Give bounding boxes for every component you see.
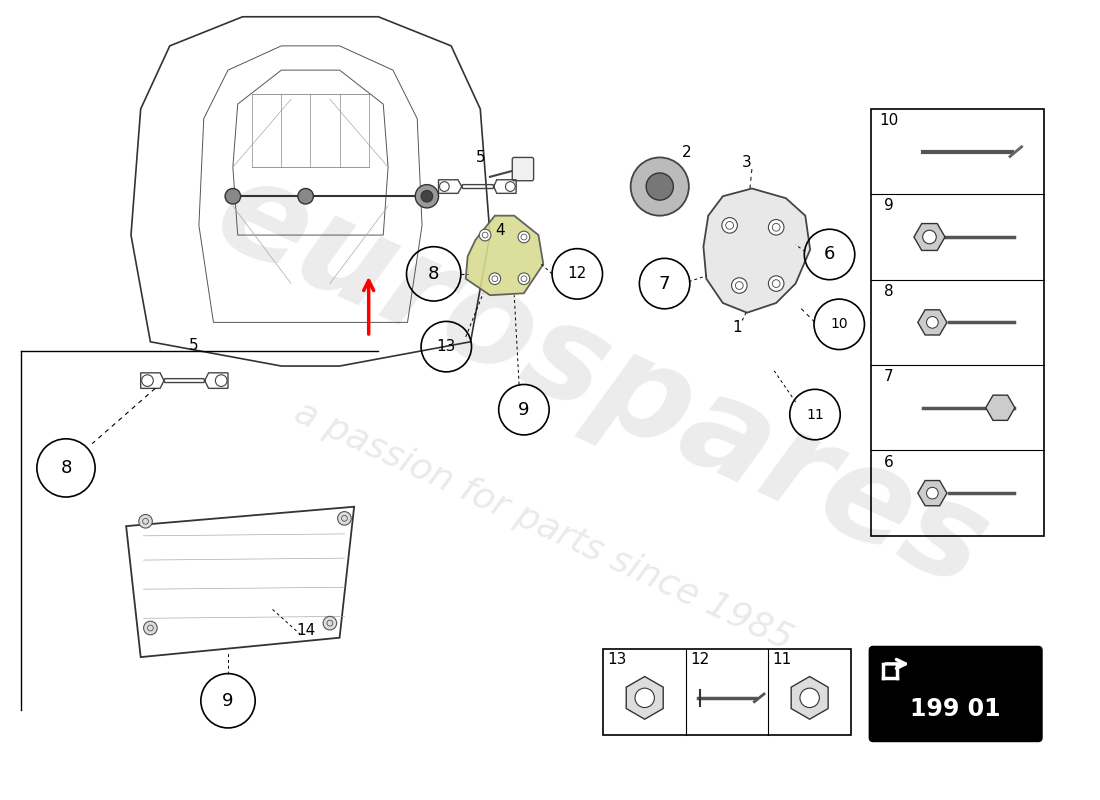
Text: 8: 8 bbox=[60, 459, 72, 477]
Circle shape bbox=[732, 278, 747, 294]
Circle shape bbox=[298, 189, 314, 204]
FancyBboxPatch shape bbox=[869, 646, 1042, 742]
Text: a passion for parts since 1985: a passion for parts since 1985 bbox=[289, 395, 798, 657]
Bar bbox=[871, 109, 1044, 536]
Text: 11: 11 bbox=[806, 407, 824, 422]
Polygon shape bbox=[986, 395, 1015, 420]
Circle shape bbox=[139, 514, 152, 528]
Text: 1: 1 bbox=[733, 320, 742, 334]
Text: 12: 12 bbox=[568, 266, 587, 282]
Circle shape bbox=[923, 230, 936, 244]
Polygon shape bbox=[626, 677, 663, 719]
Circle shape bbox=[926, 317, 938, 328]
Circle shape bbox=[769, 276, 784, 291]
Polygon shape bbox=[465, 216, 543, 295]
Text: 6: 6 bbox=[824, 246, 835, 263]
Circle shape bbox=[518, 273, 530, 285]
Text: 5: 5 bbox=[189, 338, 199, 354]
Text: 9: 9 bbox=[518, 401, 530, 418]
Polygon shape bbox=[791, 677, 828, 719]
Text: 12: 12 bbox=[690, 651, 710, 666]
Text: 10: 10 bbox=[879, 113, 899, 128]
Circle shape bbox=[480, 230, 491, 241]
Polygon shape bbox=[703, 189, 810, 313]
Circle shape bbox=[635, 688, 654, 707]
Circle shape bbox=[226, 189, 241, 204]
Circle shape bbox=[926, 487, 938, 499]
Circle shape bbox=[416, 185, 439, 208]
Text: 14: 14 bbox=[296, 622, 316, 638]
Circle shape bbox=[630, 158, 689, 216]
Bar bbox=[604, 650, 851, 734]
Circle shape bbox=[338, 511, 351, 525]
Text: 2: 2 bbox=[682, 145, 692, 160]
Circle shape bbox=[421, 190, 432, 202]
Text: 11: 11 bbox=[772, 651, 792, 666]
Circle shape bbox=[323, 616, 337, 630]
Text: 7: 7 bbox=[884, 370, 893, 384]
FancyBboxPatch shape bbox=[513, 158, 534, 181]
Text: 199 01: 199 01 bbox=[911, 697, 1001, 721]
Circle shape bbox=[646, 173, 673, 200]
Text: 9: 9 bbox=[883, 198, 893, 214]
Text: 3: 3 bbox=[742, 154, 752, 170]
Circle shape bbox=[144, 622, 157, 634]
Text: 4: 4 bbox=[495, 222, 505, 238]
Text: 13: 13 bbox=[607, 651, 627, 666]
Text: 8: 8 bbox=[884, 284, 893, 299]
Text: 13: 13 bbox=[437, 339, 456, 354]
Circle shape bbox=[518, 231, 530, 243]
Circle shape bbox=[722, 218, 737, 233]
Text: 5: 5 bbox=[475, 150, 485, 166]
Text: 10: 10 bbox=[830, 318, 848, 331]
Text: 8: 8 bbox=[428, 265, 439, 283]
Text: 6: 6 bbox=[883, 454, 893, 470]
Circle shape bbox=[490, 273, 500, 285]
Circle shape bbox=[769, 219, 784, 235]
Polygon shape bbox=[917, 481, 947, 506]
Text: 9: 9 bbox=[222, 692, 234, 710]
Polygon shape bbox=[917, 310, 947, 335]
Text: eurospares: eurospares bbox=[197, 146, 1006, 614]
Text: 7: 7 bbox=[659, 274, 670, 293]
Polygon shape bbox=[914, 223, 945, 250]
Circle shape bbox=[800, 688, 820, 707]
